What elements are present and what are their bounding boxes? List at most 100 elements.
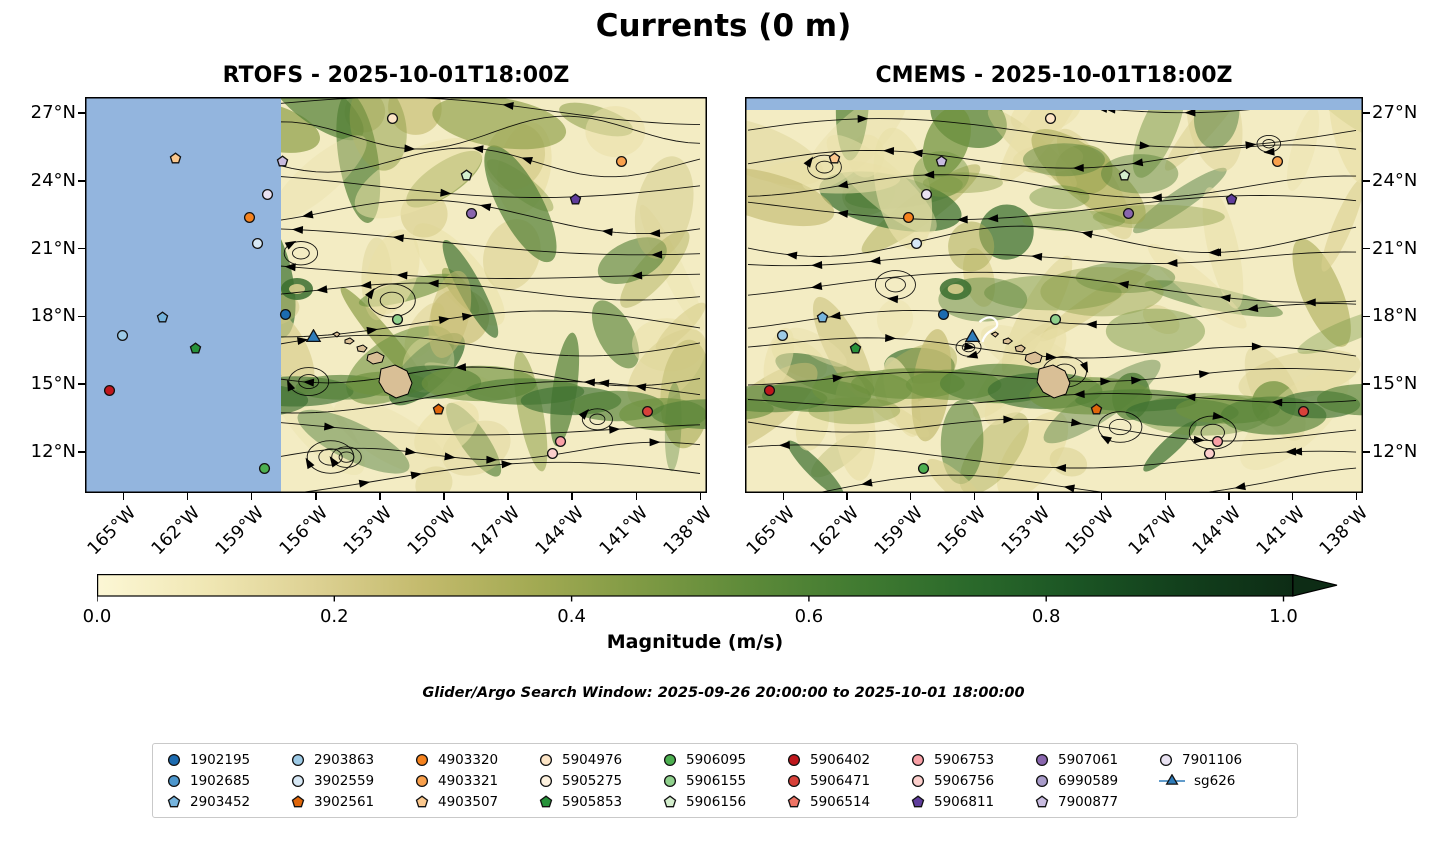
y-tickmark (1363, 383, 1370, 385)
legend-label: 1902685 (190, 772, 251, 789)
x-tickmark (571, 493, 573, 500)
xtick-label: 162°W (806, 503, 864, 560)
xtick-label: 165°W (743, 503, 800, 560)
legend-item-5905275: 5905275 (539, 773, 663, 789)
legend-item-sg626: sg626 (1159, 773, 1283, 789)
circle-marker-icon (911, 774, 925, 787)
figure-title: Currents (0 m) (595, 8, 852, 44)
colorbar-tick-label: 0.0 (82, 606, 112, 627)
pentagon-marker-icon (911, 794, 925, 807)
pentagon-marker-icon (539, 794, 553, 807)
pentagon-marker-icon (415, 794, 429, 807)
circle-marker-icon (1035, 774, 1049, 787)
legend-item-2903452: 2903452 (167, 794, 291, 810)
circle-marker-icon (415, 753, 429, 766)
x-tickmark (1164, 493, 1167, 500)
circle-marker-icon (663, 753, 677, 766)
legend-label: 5906514 (810, 793, 871, 810)
legend-item-5906514: 5906514 (787, 794, 911, 810)
ytick-label-right: 27°N (1372, 101, 1418, 123)
pentagon-marker-icon (1035, 794, 1049, 807)
colorbar-tick-label: 0.2 (319, 606, 349, 627)
ytick-label-left: 18°N (30, 305, 76, 327)
ytick-label-right: 12°N (1372, 441, 1418, 462)
colorbar-ticks (97, 596, 1285, 602)
x-tickmark (846, 493, 848, 500)
xtick-label: 141°W (596, 503, 653, 560)
rtofs-map (85, 97, 707, 493)
legend: 1902195 1902685 2903452 2903863 3902559 39025… (152, 743, 1298, 818)
y-tickmark (1363, 112, 1370, 114)
circle-marker-icon (663, 774, 677, 787)
y-tickmark (78, 315, 85, 318)
legend-label: 5906471 (810, 772, 871, 789)
circle-marker-icon (167, 774, 181, 787)
y-tickmark (78, 383, 85, 385)
legend-item-5906471: 5906471 (787, 773, 911, 789)
x-tickmark (1037, 493, 1039, 500)
x-tickmark (1355, 493, 1358, 500)
legend-item-4903320: 4903320 (415, 752, 539, 768)
circle-marker-icon (415, 774, 429, 787)
xtick-label: 141°W (1252, 503, 1309, 560)
legend-item-7900877: 7900877 (1035, 794, 1159, 810)
xtick-label: 147°W (1125, 503, 1182, 560)
x-tickmark (1228, 493, 1230, 500)
colorbar-tick-label: 0.8 (1031, 606, 1061, 627)
y-tickmark (1363, 315, 1370, 318)
pentagon-marker-icon (787, 794, 801, 807)
xtick-label: 144°W (532, 503, 589, 560)
cmems-map (745, 97, 1363, 493)
legend-label: 7901106 (1182, 751, 1243, 768)
x-tickmark (1291, 493, 1294, 500)
legend-label: 5904976 (562, 751, 623, 768)
legend-item-5906811: 5906811 (911, 794, 1035, 810)
ytick-label-right: 21°N (1372, 237, 1418, 259)
legend-label: 4903507 (438, 793, 499, 810)
legend-label: 2903452 (190, 793, 251, 810)
ytick-label-left: 24°N (30, 169, 76, 191)
legend-label: 1902195 (190, 751, 251, 768)
x-tickmark (507, 493, 509, 500)
x-tickmark (186, 493, 189, 500)
x-tickmark (443, 493, 445, 500)
circle-marker-icon (911, 753, 925, 766)
circle-marker-icon (539, 774, 553, 787)
circle-marker-icon (167, 753, 181, 766)
circle-marker-icon (787, 774, 801, 787)
legend-item-5906402: 5906402 (787, 752, 911, 768)
legend-label: 5905853 (562, 793, 623, 810)
x-tickmark (122, 493, 125, 500)
pentagon-marker-icon (167, 794, 181, 807)
pentagon-marker-icon (291, 794, 305, 807)
legend-label: 4903321 (438, 772, 499, 789)
legend-label: 3902561 (314, 793, 375, 810)
colorbar-gradient (97, 574, 1294, 597)
y-tickmark (1363, 180, 1370, 182)
legend-label: 5906753 (934, 751, 995, 768)
y-tickmark (78, 247, 85, 250)
y-tickmark (78, 180, 85, 182)
legend-label: 3902559 (314, 772, 375, 789)
circle-marker-icon (291, 774, 305, 787)
subplot-title-rtofs: RTOFS - 2025-10-01T18:00Z (222, 63, 570, 88)
ytick-label-left: 15°N (30, 373, 76, 395)
legend-item-5905853: 5905853 (539, 794, 663, 810)
colorbar-tick-label: 1.0 (1269, 606, 1298, 627)
legend-item-7901106: 7901106 (1159, 752, 1283, 768)
legend-item-5904976: 5904976 (539, 752, 663, 768)
legend-label: 5907061 (1058, 751, 1119, 768)
legend-label: 5906402 (810, 751, 871, 768)
xtick-label: 156°W (275, 503, 332, 560)
xtick-label: 159°W (211, 503, 268, 560)
legend-label: 2903863 (314, 751, 375, 768)
ytick-label-right: 18°N (1372, 305, 1418, 327)
colorbar (97, 574, 1338, 602)
ytick-label-right: 24°N (1372, 169, 1418, 191)
ytick-label-right: 15°N (1372, 373, 1418, 395)
y-tickmark (1363, 247, 1370, 250)
ytick-label-left: 12°N (30, 441, 76, 462)
x-tickmark (909, 493, 912, 500)
x-tickmark (973, 493, 976, 500)
legend-label: 5906095 (686, 751, 747, 768)
